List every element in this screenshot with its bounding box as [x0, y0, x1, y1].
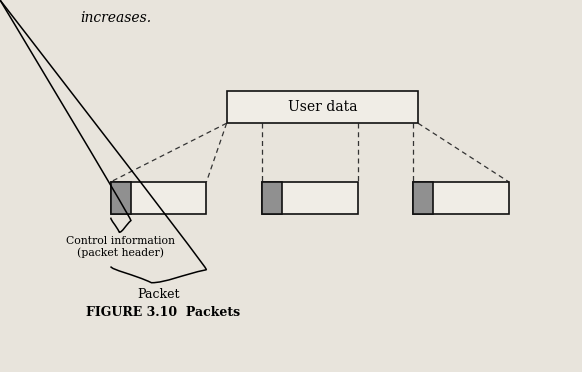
Text: increases.: increases. [80, 11, 152, 25]
Bar [262, 182, 357, 214]
Text: User data: User data [288, 100, 357, 114]
Bar [262, 182, 282, 214]
Bar [226, 91, 418, 123]
Bar [413, 182, 433, 214]
Bar [111, 182, 131, 214]
Text: Control information
(packet header): Control information (packet header) [66, 235, 175, 258]
Text: FIGURE 3.10  Packets: FIGURE 3.10 Packets [86, 305, 240, 318]
Bar [413, 182, 509, 214]
Text: Packet: Packet [137, 288, 180, 301]
Bar [111, 182, 207, 214]
